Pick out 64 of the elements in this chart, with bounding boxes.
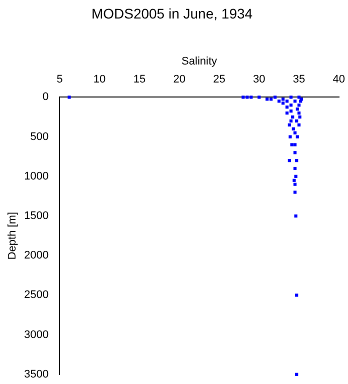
x-tick-label: 25 — [213, 74, 226, 86]
x-tick-label: 20 — [173, 74, 186, 86]
point — [289, 110, 293, 113]
point — [258, 96, 261, 99]
point — [293, 151, 297, 154]
point — [285, 106, 289, 109]
point — [281, 102, 285, 105]
point — [285, 111, 289, 115]
point — [293, 166, 297, 170]
point — [289, 104, 293, 107]
point — [295, 372, 298, 376]
x-tick-label: 10 — [93, 74, 106, 86]
point — [298, 115, 302, 119]
point — [290, 143, 294, 146]
point — [295, 119, 298, 123]
chart-title: MODS2005 in June, 1934 — [91, 5, 253, 22]
point — [281, 98, 285, 101]
point — [293, 100, 297, 103]
x-tick-label: 40 — [332, 74, 346, 86]
y-tick-label: 500 — [30, 130, 49, 143]
point — [295, 294, 298, 297]
x-axis-title: Salinity — [182, 55, 218, 68]
point — [274, 96, 277, 99]
x-tick-label: 15 — [133, 74, 146, 86]
y-tick-label: 0 — [42, 91, 49, 104]
point — [266, 98, 269, 101]
y-tick-label: 2000 — [24, 250, 49, 262]
y-tick-label: 3500 — [24, 368, 49, 380]
point — [288, 135, 292, 138]
point — [296, 135, 299, 138]
point — [270, 98, 273, 101]
point — [296, 108, 299, 111]
point — [288, 159, 291, 162]
point — [68, 96, 71, 99]
point — [285, 100, 289, 103]
point — [292, 178, 296, 182]
point — [294, 214, 298, 218]
point — [294, 174, 298, 178]
y-axis-title: Depth [m] — [6, 212, 19, 260]
point — [297, 111, 301, 115]
point — [242, 96, 245, 99]
point — [292, 127, 295, 130]
x-tick-label: 5 — [56, 74, 63, 86]
y-tick-label: 2500 — [24, 289, 49, 302]
point — [297, 96, 301, 99]
y-tick-label: 1000 — [24, 170, 49, 182]
x-tick-label: 30 — [252, 74, 266, 86]
point — [291, 115, 294, 119]
point — [293, 182, 297, 186]
y-tick-label: 1500 — [24, 210, 49, 222]
point — [297, 123, 301, 126]
point — [293, 143, 297, 146]
point — [289, 96, 293, 99]
point — [250, 96, 253, 99]
point — [277, 100, 281, 103]
point — [293, 131, 297, 134]
point — [293, 190, 297, 194]
point — [289, 119, 293, 123]
point — [297, 104, 301, 107]
y-tick-label: 3000 — [24, 328, 49, 341]
point — [246, 96, 249, 99]
x-tick-label: 35 — [292, 74, 306, 86]
point — [288, 123, 291, 126]
point — [295, 159, 298, 162]
